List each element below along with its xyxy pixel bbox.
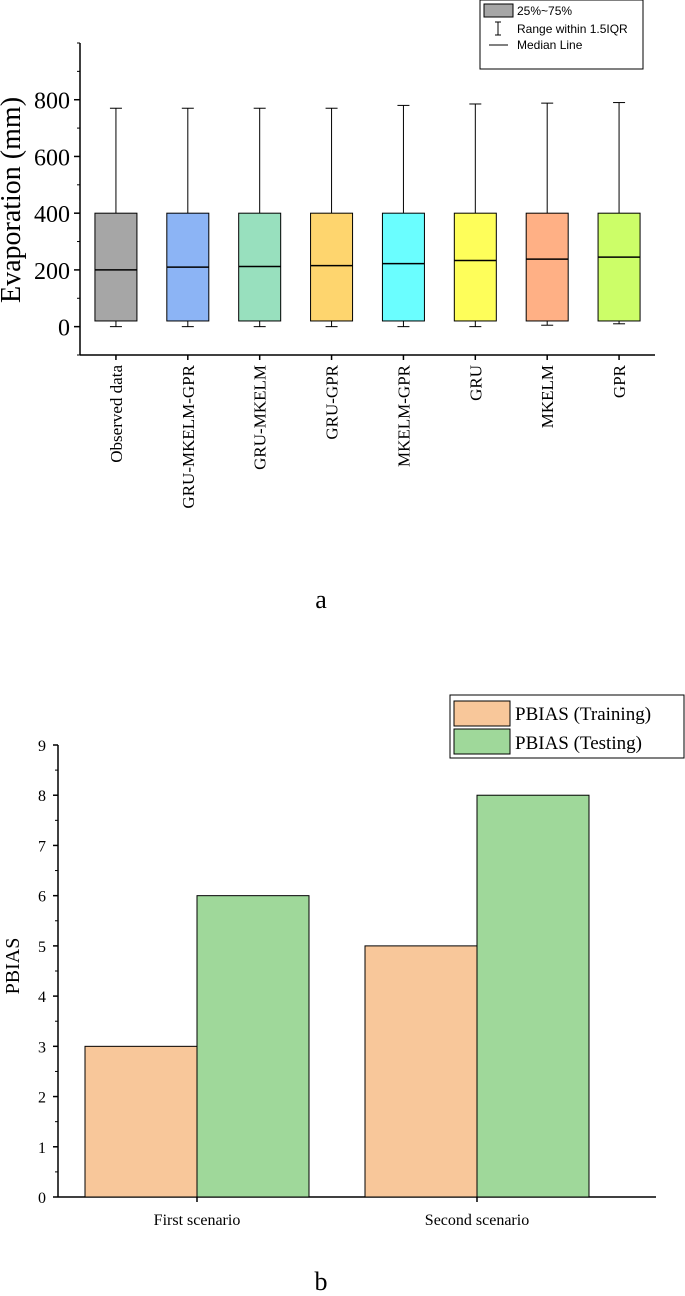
legend-training-swatch [453,700,511,727]
boxplot-y-axis-label: Evaporation (mm) [0,97,27,303]
boxplot-axes [79,43,655,356]
legend-box-label: 25%~75% [517,4,572,18]
boxplot-legend: 25%~75% Range within 1.5IQR Median Line [479,0,644,70]
y-tick-label: 0 [58,316,70,342]
bar-y-ticks: 0 1 2 3 4 5 6 7 8 9 [38,738,58,1207]
boxplot-chart: 0 200 400 600 800 Observed data GRU-MKELM-GPR… [0,0,655,509]
y-tick-label: 6 [38,889,46,906]
legend-box-swatch [483,3,514,18]
y-tick-label: 200 [34,259,70,285]
x-tick-label: Observed data [107,365,126,463]
bar-testing-1 [196,895,310,1198]
x-tick-label: GRU [466,365,485,401]
legend-whisker-swatch [495,21,501,36]
iqr-box [453,212,497,322]
boxplot-x-labels: Observed data GRU-MKELM-GPR GRU-MKELM GRU-G… [107,355,629,509]
y-tick-label: 1 [38,1140,46,1157]
box-3 [238,107,282,328]
legend-whisker-label: Range within 1.5IQR [517,22,628,36]
bar-training-1 [84,1045,198,1198]
box-6 [453,103,497,328]
bar-training-2 [364,945,478,1198]
y-tick-label: 400 [34,202,70,228]
legend-median-label: Median Line [517,38,583,52]
x-tick-label: First scenario [154,1212,241,1229]
box-7 [525,102,569,326]
y-tick-label: 0 [38,1190,46,1207]
box-8 [597,102,641,325]
bar-bars [84,794,590,1198]
x-tick-label: MKELM-GPR [394,364,413,467]
y-tick-label: 3 [38,1039,46,1056]
x-tick-label: GPR [610,364,629,398]
y-tick-label: 2 [38,1090,46,1107]
iqr-box [525,212,569,322]
y-tick-label: 4 [38,989,46,1006]
legend-training-label: PBIAS (Training) [515,704,651,725]
iqr-box [597,212,641,322]
legend-testing-label: PBIAS (Testing) [515,733,642,754]
y-tick-label: 800 [34,89,70,115]
bar-x-labels: First scenario Second scenario [154,1197,529,1229]
y-tick-label: 8 [38,788,46,805]
bar-y-axis-label: PBIAS [2,938,24,995]
x-tick-label: MKELM [538,365,557,428]
y-tick-label: 600 [34,145,70,171]
box-1 [94,107,138,328]
boxplot-boxes [94,102,641,328]
x-tick-label: GRU-MKELM-GPR [179,364,198,508]
y-tick-label: 7 [38,838,46,855]
panel-label-b: b [315,1267,328,1296]
y-tick-label: 9 [38,738,46,755]
iqr-box [94,212,138,322]
panel-label-a: a [315,585,327,614]
box-4 [310,107,354,328]
x-tick-label: GRU-GPR [323,364,342,439]
bar-testing-2 [476,794,590,1198]
bar-chart: 0 1 2 3 4 5 6 7 8 9 First scenario Second scenario… [2,694,685,1229]
boxplot-y-ticks: 0 200 400 600 800 [34,42,80,356]
x-tick-label: GRU-MKELM [251,365,270,470]
y-tick-label: 5 [38,939,46,956]
bar-legend: PBIAS (Training) PBIAS (Testing) [449,694,685,759]
box-5 [381,104,425,328]
iqr-box [310,212,354,322]
legend-testing-swatch [453,728,511,755]
box-2 [166,107,210,328]
iqr-box [381,212,425,322]
x-tick-label: Second scenario [425,1212,529,1229]
